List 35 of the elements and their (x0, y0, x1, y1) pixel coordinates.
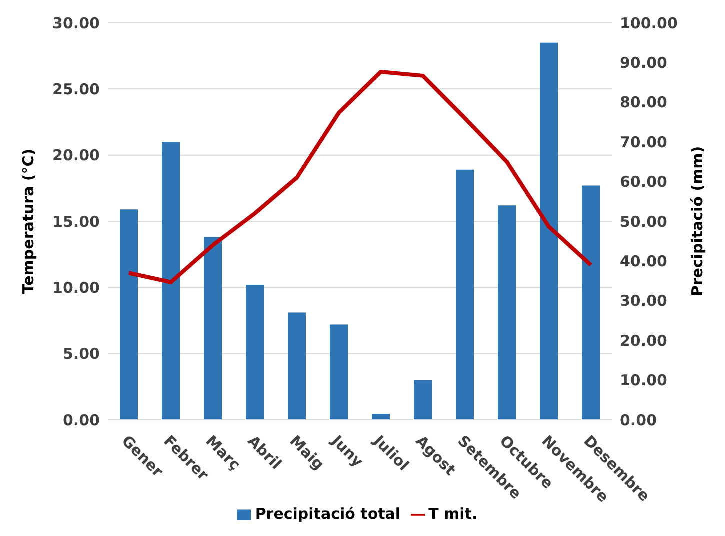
bar (414, 380, 432, 420)
bar (120, 210, 138, 420)
y2-tick-label: 10.00 (620, 372, 668, 390)
y2-tick-label: 20.00 (620, 332, 668, 350)
y2-tick-label: 100.00 (620, 14, 678, 32)
y-axis-title: Temperatura (°C) (19, 148, 38, 294)
legend-label: Precipitació total (255, 505, 401, 523)
y-tick-label: 20.00 (52, 146, 100, 165)
y-tick-label: 30.00 (52, 14, 100, 32)
bar (162, 142, 180, 420)
bar (498, 206, 516, 420)
bar (456, 170, 474, 420)
bar (204, 237, 222, 420)
bar (540, 42, 558, 420)
y2-tick-label: 0.00 (620, 411, 658, 430)
y2-tick-label: 30.00 (620, 292, 668, 310)
y-tick-label: 5.00 (62, 345, 100, 364)
bar (372, 414, 390, 420)
y2-tick-label: 40.00 (620, 252, 668, 271)
bar (582, 186, 600, 420)
y-tick-label: 0.00 (62, 411, 100, 430)
y2-tick-label: 50.00 (620, 212, 668, 231)
y2-tick-label: 60.00 (620, 173, 668, 192)
bar (330, 324, 348, 420)
bar (246, 285, 264, 420)
y2-tick-label: 90.00 (620, 54, 668, 72)
y-tick-label: 10.00 (52, 278, 100, 297)
y-tick-label: 25.00 (52, 80, 100, 98)
y2-tick-label: 80.00 (620, 94, 668, 112)
y2-axis-title: Precipitació (mm) (688, 146, 706, 297)
line-series (127, 70, 593, 284)
bar (288, 312, 306, 420)
y2-tick-label: 70.00 (620, 133, 668, 152)
y-tick-label: 15.00 (52, 212, 100, 231)
legend-label: T mit. (428, 505, 478, 523)
